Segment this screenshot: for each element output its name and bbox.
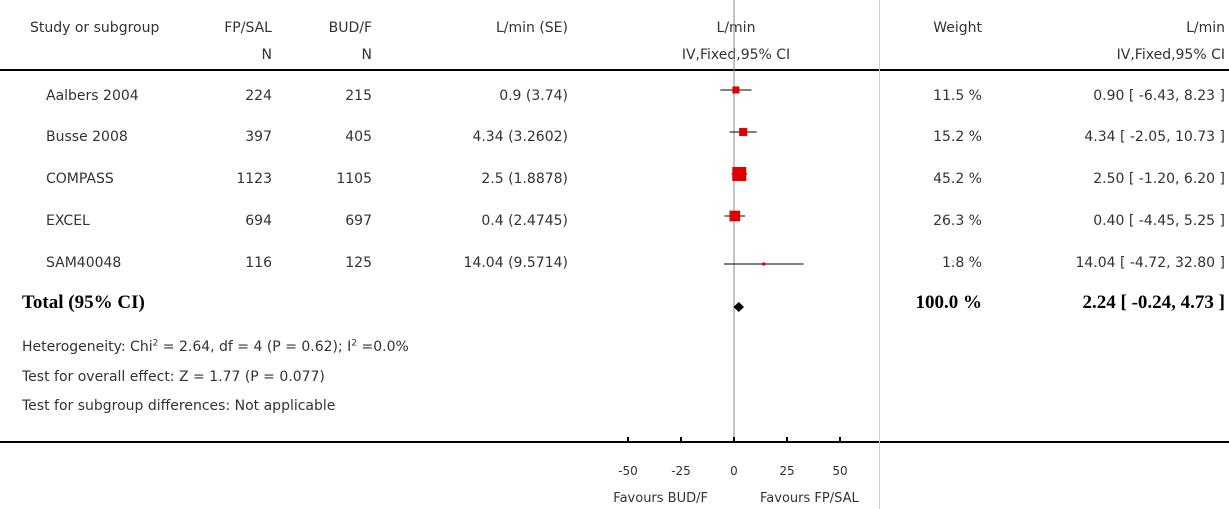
study-mean-se: 0.4 (2.4745) bbox=[481, 213, 568, 229]
study-mean-se: 14.04 (9.5714) bbox=[463, 255, 568, 271]
study-weight: 26.3 % bbox=[933, 213, 982, 229]
header-mean-se: L/min (SE) bbox=[495, 20, 568, 36]
total-diamond bbox=[733, 302, 745, 312]
study-n1: 224 bbox=[245, 88, 272, 104]
total-ci: 2.24 [ -0.24, 4.73 ] bbox=[1082, 292, 1225, 313]
study-name: COMPASS bbox=[46, 171, 114, 187]
study-n2: 697 bbox=[345, 213, 372, 229]
study-name: EXCEL bbox=[46, 213, 90, 229]
header-n2: N bbox=[361, 47, 372, 63]
favours-left: Favours BUD/F bbox=[613, 491, 708, 506]
study-marker bbox=[762, 262, 766, 266]
study-ci: 14.04 [ -4.72, 32.80 ] bbox=[1075, 255, 1225, 271]
panel-divider bbox=[879, 0, 880, 509]
header-group1: FP/SAL bbox=[224, 20, 272, 36]
total-label: Total (95% CI) bbox=[22, 292, 145, 313]
header-study: Study or subgroup bbox=[30, 20, 160, 36]
study-n1: 116 bbox=[245, 255, 272, 271]
header-weight: Weight bbox=[933, 20, 982, 36]
axis-tick-label: -25 bbox=[671, 464, 691, 478]
axis-tick-label: -50 bbox=[618, 464, 638, 478]
study-ci: 0.40 [ -4.45, 5.25 ] bbox=[1093, 213, 1225, 229]
study-marker bbox=[729, 210, 741, 222]
study-n2: 1105 bbox=[336, 171, 372, 187]
study-marker bbox=[732, 167, 747, 181]
study-ci: 0.90 [ -6.43, 8.23 ] bbox=[1093, 88, 1225, 104]
axis-tick-label: 50 bbox=[832, 464, 847, 478]
heterogeneity-text: Heterogeneity: Chi2 = 2.64, df = 4 (P = … bbox=[22, 338, 409, 355]
study-n1: 397 bbox=[245, 129, 272, 145]
bottom-rule bbox=[0, 441, 1229, 443]
study-n2: 125 bbox=[345, 255, 372, 271]
study-ci: 4.34 [ -2.05, 10.73 ] bbox=[1084, 129, 1225, 145]
study-weight: 11.5 % bbox=[933, 88, 982, 104]
study-n2: 405 bbox=[345, 129, 372, 145]
total-weight: 100.0 % bbox=[915, 292, 983, 313]
header-ci-method: IV,Fixed,95% CI bbox=[1116, 47, 1225, 63]
header-rule bbox=[0, 69, 1229, 71]
header-group2: BUD/F bbox=[328, 20, 372, 36]
study-n2: 215 bbox=[345, 88, 372, 104]
study-mean-se: 2.5 (1.8878) bbox=[481, 171, 568, 187]
study-name: Aalbers 2004 bbox=[46, 88, 139, 104]
header-plot-method: IV,Fixed,95% CI bbox=[681, 47, 791, 63]
overall-effect-text: Test for overall effect: Z = 1.77 (P = 0… bbox=[22, 369, 325, 385]
favours-right: Favours FP/SAL bbox=[760, 491, 859, 506]
study-n1: 694 bbox=[245, 213, 272, 229]
header-plot-title: L/min bbox=[716, 20, 756, 36]
study-mean-se: 4.34 (3.2602) bbox=[472, 129, 568, 145]
study-marker bbox=[739, 127, 748, 137]
subgroup-text: Test for subgroup differences: Not appli… bbox=[22, 398, 336, 414]
study-weight: 1.8 % bbox=[941, 255, 982, 271]
header-n1: N bbox=[261, 47, 272, 63]
study-weight: 45.2 % bbox=[933, 171, 982, 187]
study-ci: 2.50 [ -1.20, 6.20 ] bbox=[1093, 171, 1225, 187]
axis-tick-label: 25 bbox=[779, 464, 794, 478]
study-name: SAM40048 bbox=[46, 255, 122, 271]
study-name: Busse 2008 bbox=[46, 129, 128, 145]
study-marker bbox=[732, 86, 740, 94]
header-ci-title: L/min bbox=[1186, 20, 1225, 36]
axis-tick-label: 0 bbox=[730, 464, 738, 478]
study-weight: 15.2 % bbox=[933, 129, 982, 145]
study-n1: 1123 bbox=[236, 171, 272, 187]
study-mean-se: 0.9 (3.74) bbox=[499, 88, 568, 104]
